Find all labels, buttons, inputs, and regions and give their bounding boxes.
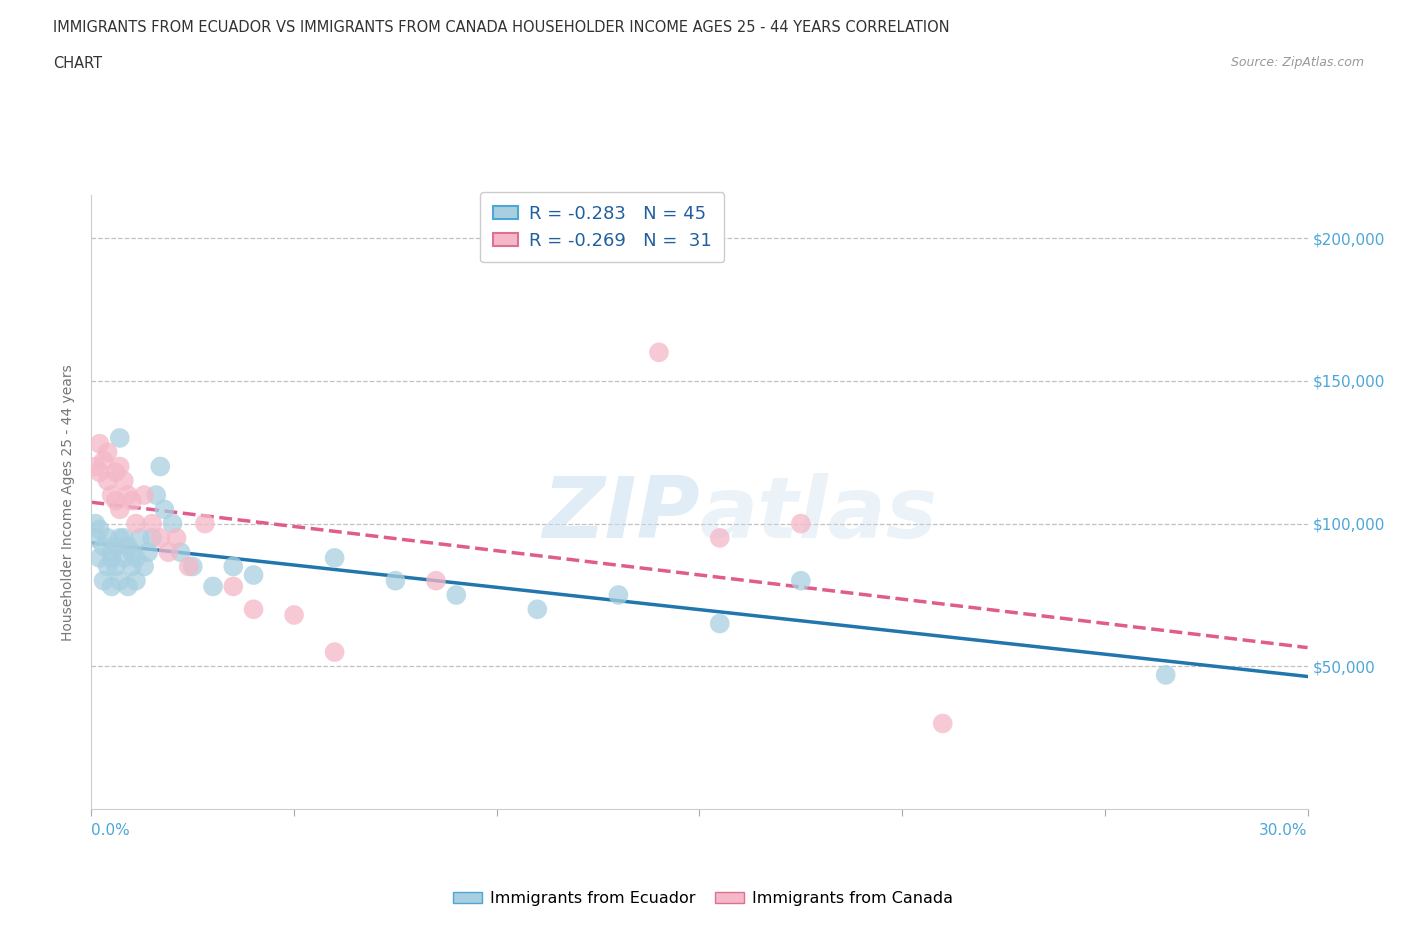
Point: [117, 487, 139, 502]
Text: IMMIGRANTS FROM ECUADOR VS IMMIGRANTS FROM CANADA HOUSEHOLDER INCOME AGES 25 - 4: IMMIGRANTS FROM ECUADOR VS IMMIGRANTS FR…: [53, 20, 950, 35]
Point: [323, 644, 346, 659]
Point: [709, 616, 731, 631]
Point: [202, 579, 225, 594]
Point: [931, 716, 953, 731]
Point: [132, 559, 155, 574]
Point: [444, 588, 467, 603]
Point: [108, 431, 131, 445]
Point: [104, 539, 127, 554]
Y-axis label: Householder Income Ages 25 - 44 years: Householder Income Ages 25 - 44 years: [62, 364, 76, 641]
Text: 30.0%: 30.0%: [1260, 823, 1308, 838]
Point: [104, 559, 127, 574]
Text: CHART: CHART: [53, 56, 103, 71]
Point: [607, 588, 630, 603]
Legend: Immigrants from Ecuador, Immigrants from Canada: Immigrants from Ecuador, Immigrants from…: [447, 885, 959, 912]
Point: [125, 573, 148, 588]
Point: [112, 551, 135, 565]
Text: Source: ZipAtlas.com: Source: ZipAtlas.com: [1230, 56, 1364, 69]
Point: [89, 551, 111, 565]
Point: [166, 530, 188, 545]
Point: [117, 579, 139, 594]
Point: [222, 579, 245, 594]
Text: atlas: atlas: [699, 473, 938, 556]
Point: [84, 516, 107, 531]
Point: [89, 522, 111, 537]
Point: [97, 559, 120, 574]
Point: [125, 551, 148, 565]
Point: [129, 530, 152, 545]
Point: [242, 602, 264, 617]
Point: [162, 516, 184, 531]
Point: [89, 465, 111, 480]
Point: [108, 502, 131, 517]
Point: [648, 345, 671, 360]
Point: [790, 516, 813, 531]
Point: [104, 493, 127, 508]
Point: [157, 545, 180, 560]
Point: [93, 539, 115, 554]
Text: 0.0%: 0.0%: [91, 823, 131, 838]
Point: [181, 559, 204, 574]
Point: [84, 459, 107, 474]
Point: [132, 487, 155, 502]
Point: [121, 559, 143, 574]
Point: [283, 607, 305, 622]
Point: [121, 493, 143, 508]
Point: [153, 502, 176, 517]
Point: [141, 516, 163, 531]
Point: [149, 459, 172, 474]
Point: [136, 545, 159, 560]
Point: [169, 545, 191, 560]
Point: [97, 530, 120, 545]
Point: [100, 579, 122, 594]
Point: [97, 445, 120, 459]
Point: [108, 530, 131, 545]
Text: ZIP: ZIP: [541, 473, 699, 556]
Point: [97, 473, 120, 488]
Point: [222, 559, 245, 574]
Legend: R = -0.283   N = 45, R = -0.269   N =  31: R = -0.283 N = 45, R = -0.269 N = 31: [479, 193, 724, 262]
Point: [149, 530, 172, 545]
Point: [177, 559, 200, 574]
Point: [1154, 668, 1177, 683]
Point: [242, 567, 264, 582]
Point: [104, 465, 127, 480]
Point: [112, 473, 135, 488]
Point: [84, 530, 107, 545]
Point: [790, 573, 813, 588]
Point: [121, 545, 143, 560]
Point: [709, 530, 731, 545]
Point: [526, 602, 548, 617]
Point: [100, 545, 122, 560]
Point: [194, 516, 217, 531]
Point: [108, 459, 131, 474]
Point: [323, 551, 346, 565]
Point: [100, 551, 122, 565]
Point: [112, 530, 135, 545]
Point: [93, 573, 115, 588]
Point: [384, 573, 406, 588]
Point: [141, 530, 163, 545]
Point: [108, 573, 131, 588]
Point: [145, 487, 167, 502]
Point: [89, 436, 111, 451]
Point: [117, 539, 139, 554]
Point: [93, 453, 115, 468]
Point: [425, 573, 447, 588]
Point: [125, 516, 148, 531]
Point: [100, 487, 122, 502]
